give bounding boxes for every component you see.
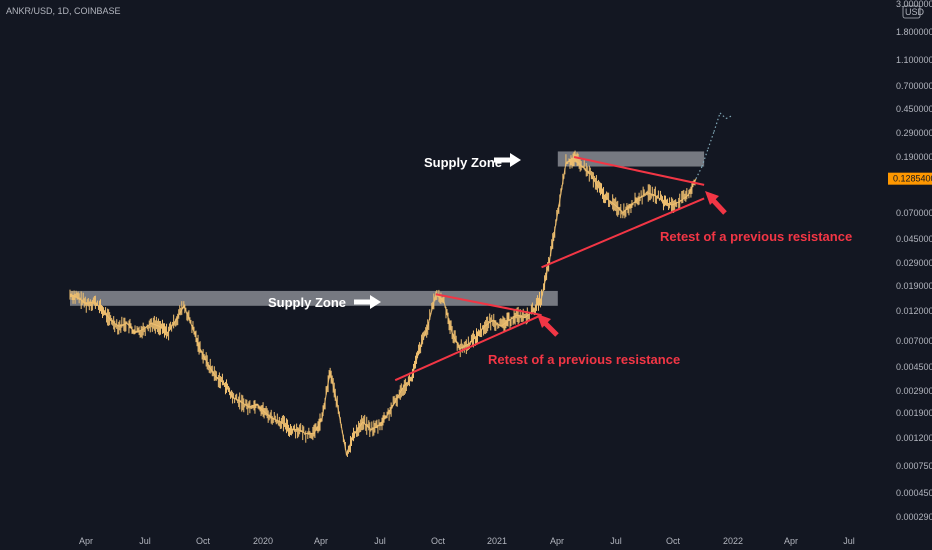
- x-tick-label: Apr: [79, 536, 93, 546]
- x-tick-label: Oct: [431, 536, 446, 546]
- y-tick-label: 0.00190000: [896, 408, 932, 418]
- supply-zone-label-2: Supply Zone: [424, 155, 502, 170]
- y-tick-label: 0.01200000: [896, 306, 932, 316]
- supply-zone-2: [557, 151, 705, 167]
- projection-segment: [707, 131, 715, 150]
- y-tick-label: 0.29000000: [896, 128, 932, 138]
- y-tick-label: 1.10000000: [896, 55, 932, 65]
- price-line: [69, 157, 697, 456]
- white-arrow-icon: [494, 153, 521, 167]
- annotations: Supply Zone Supply Zone Retest of a prev…: [268, 153, 852, 367]
- x-tick-label: Oct: [666, 536, 681, 546]
- y-tick-label: 0.00450000: [896, 362, 932, 372]
- x-tick-label: Jul: [139, 536, 151, 546]
- supply-zone-label-1: Supply Zone: [268, 295, 346, 310]
- projection-segment: [719, 112, 727, 119]
- x-tick-label: Apr: [314, 536, 328, 546]
- x-tick-label: 2022: [723, 536, 743, 546]
- y-tick-label: 0.02900000: [896, 258, 932, 268]
- currency-badge: USD: [902, 5, 925, 19]
- y-tick-label: 0.00700000: [896, 336, 932, 346]
- x-tick-label: Jul: [843, 536, 855, 546]
- chart-title: ANKR/USD, 1D, COINBASE: [6, 6, 121, 16]
- trendline-2: [394, 314, 542, 382]
- y-tick-label: 0.45000000: [896, 104, 932, 114]
- y-tick-label: 0.04500000: [896, 234, 932, 244]
- trendlines: [394, 156, 705, 382]
- x-tick-label: 2020: [253, 536, 273, 546]
- x-tick-label: Jul: [374, 536, 386, 546]
- last-price-value: 0.12854000: [893, 174, 932, 184]
- y-tick-label: 0.19000000: [896, 152, 932, 162]
- x-tick-label: 2021: [487, 536, 507, 546]
- trendline-4: [541, 197, 705, 269]
- projection-segment: [713, 112, 721, 132]
- retest-label-1: Retest of a previous resistance: [488, 352, 680, 367]
- y-tick-label: 1.80000000: [896, 27, 932, 37]
- trendline-1: [435, 293, 542, 317]
- trendline-3: [573, 156, 705, 186]
- x-tick-label: Oct: [196, 536, 211, 546]
- price-axis[interactable]: 3.00000000 1.80000000 1.10000000 0.70000000…: [896, 0, 932, 522]
- y-tick-label: 0.00029000: [896, 512, 932, 522]
- time-axis[interactable]: Apr Jul Oct 2020 Apr Jul Oct 2021 Apr Jul Oct 2022 A…: [79, 536, 855, 546]
- white-arrow-icon: [354, 295, 381, 309]
- y-tick-label: 0.00045000: [896, 488, 932, 498]
- y-tick-label: 0.00120000: [896, 433, 932, 443]
- retest-label-2: Retest of a previous resistance: [660, 229, 852, 244]
- y-tick-label: 0.00290000: [896, 386, 932, 396]
- red-arrow-icon: [705, 191, 727, 215]
- y-tick-label: 3.00000000: [896, 0, 932, 9]
- y-tick-label: 0.01900000: [896, 281, 932, 291]
- y-tick-label: 0.70000000: [896, 81, 932, 91]
- projection-path: [695, 112, 733, 179]
- red-arrow-icon: [537, 314, 559, 337]
- y-tick-label: 0.07000000: [896, 208, 932, 218]
- currency-label: USD: [905, 7, 925, 17]
- projection-segment: [725, 115, 733, 120]
- x-tick-label: Apr: [784, 536, 798, 546]
- x-tick-label: Jul: [610, 536, 622, 546]
- y-tick-label: 0.00075000: [896, 461, 932, 471]
- x-tick-label: Apr: [550, 536, 564, 546]
- projection-segment: [701, 148, 709, 167]
- last-price-tag: 0.12854000: [888, 172, 932, 185]
